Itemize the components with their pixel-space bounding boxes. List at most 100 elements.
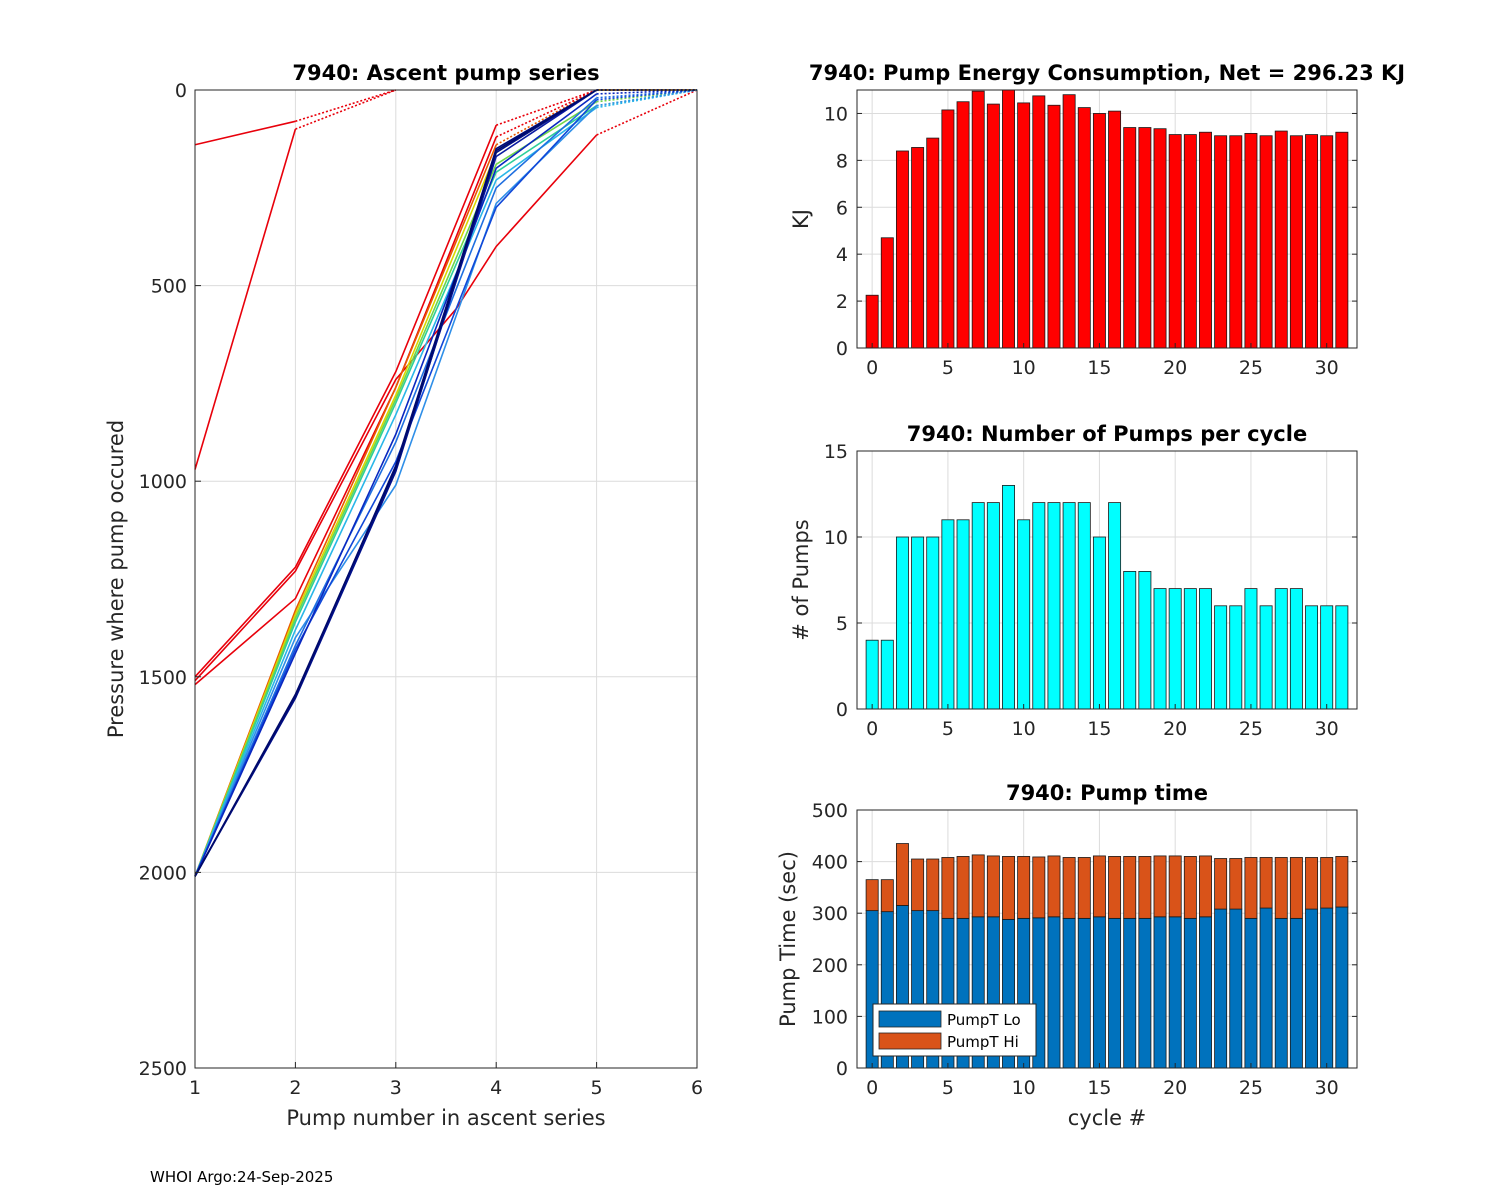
ascent-xtick-label: 6 (691, 1077, 703, 1099)
pumps-xtick-label: 0 (866, 718, 878, 740)
pumptime-ytick-label: 100 (812, 1006, 848, 1028)
ascent-series (194, 89, 697, 678)
ascent-ylabel: Pressure where pump occured (104, 420, 128, 738)
pumps-ytick-label: 0 (836, 699, 848, 721)
pumps-bar (1259, 605, 1273, 710)
pumps-bar (1199, 588, 1212, 710)
pumptime-bar-hi (1168, 855, 1182, 918)
ascent-ytick-label: 500 (151, 276, 187, 298)
ascent-series-line (194, 89, 598, 877)
pumptime-bar-hi (1092, 855, 1106, 918)
pumptime-bar-hi (941, 857, 955, 919)
ascent-series (194, 89, 698, 877)
pumps-bar (1153, 588, 1167, 710)
pumptime-bar-lo (1214, 908, 1228, 1069)
legend-label-hi: PumpT Hi (947, 1033, 1019, 1051)
ascent-series-dotted-line (596, 89, 698, 109)
ascent-axes-box (194, 89, 698, 1069)
pumptime-bar-hi (1062, 857, 1076, 919)
energy-xtick-label: 5 (942, 357, 954, 379)
ascent-series-line (194, 124, 497, 678)
pumps-bar (941, 519, 955, 710)
pumps-bar (1289, 588, 1303, 710)
pumptime-bar-hi (1274, 857, 1288, 919)
ascent-xtick-label: 1 (189, 1077, 201, 1099)
energy-bar (1214, 135, 1228, 349)
pumptime-bar-hi (1229, 858, 1243, 910)
pumptime-ytick-label: 200 (812, 955, 848, 977)
pumptime-bar-hi (956, 856, 970, 919)
pumptime-bar-hi (1244, 857, 1258, 919)
ascent-series-line (194, 97, 598, 877)
pumptime-ytick-label: 0 (836, 1058, 848, 1080)
ascent-ytick-label: 1500 (139, 667, 187, 689)
ascent-series-dotted-line (596, 89, 698, 95)
pumptime-bar-hi (1077, 857, 1091, 919)
pumps-bar (1108, 502, 1122, 710)
pumps-bar (1138, 571, 1152, 710)
ascent-series (194, 89, 697, 877)
pumps-xtick-label: 10 (1012, 718, 1036, 740)
energy-bar (1138, 127, 1152, 349)
pumptime-xtick-label: 5 (942, 1077, 954, 1099)
ascent-ytick-label: 0 (175, 80, 187, 102)
pumptime-bar-lo (1199, 916, 1212, 1069)
energy-bar (1335, 131, 1349, 349)
pumptime-xtick-label: 0 (866, 1077, 878, 1099)
ascent-series-line (194, 93, 598, 877)
pumps-bar (865, 639, 879, 710)
pumptime-bar-lo (1335, 906, 1349, 1069)
ascent-series (194, 89, 698, 877)
pumps-bar (1123, 571, 1137, 710)
energy-xtick-label: 20 (1163, 357, 1187, 379)
pumptime-xtick-label: 25 (1239, 1077, 1263, 1099)
energy-xtick-label: 10 (1012, 357, 1036, 379)
pumps-bar (1244, 588, 1258, 710)
pumptime-bar-hi (1199, 855, 1212, 918)
energy-bar (911, 147, 925, 349)
ascent-series (194, 89, 698, 877)
pumps-bar (1077, 502, 1091, 710)
pumps-bar (1274, 588, 1288, 710)
pumptime-ytick-label: 300 (812, 903, 848, 925)
pumps-ytick-label: 10 (824, 527, 848, 549)
pumptime-bar-lo (1138, 917, 1152, 1069)
pumps-ylabel: # of Pumps (789, 519, 813, 641)
ascent-series (194, 89, 697, 877)
pumps-bar (1305, 605, 1319, 710)
pumps-bar (911, 536, 925, 710)
pumps-bar (971, 502, 985, 710)
pumps-axes: 0 5 10 15 20 25 30 0 5 10 15 7940: Number of Pumps… (789, 422, 1358, 740)
pumptime-bar-lo (1183, 917, 1197, 1069)
pumptime-bar-lo (1244, 917, 1258, 1069)
energy-bar (1123, 127, 1137, 349)
ascent-series-line (194, 104, 598, 877)
pumptime-bar-hi (1335, 856, 1349, 908)
ascent-series-dotted-line (596, 89, 698, 136)
energy-bar (1244, 132, 1258, 349)
pumptime-bar-hi (1032, 856, 1046, 919)
footer-text: WHOI Argo:24-Sep-2025 (150, 1168, 333, 1186)
ascent-series (194, 89, 698, 877)
ascent-xtick-label: 5 (591, 1077, 603, 1099)
pumps-bar (1168, 588, 1182, 710)
pumps-bar (1320, 605, 1334, 710)
pumptime-bar-hi (1305, 857, 1319, 910)
ascent-series-dotted-line (596, 89, 698, 101)
ascent-ytick-label: 2000 (139, 862, 187, 884)
pumps-bar (1335, 605, 1349, 710)
pumps-xtick-label: 30 (1315, 718, 1339, 740)
energy-xtick-label: 25 (1239, 357, 1263, 379)
pumptime-bar-hi (1017, 856, 1031, 919)
pumptime-ytick-label: 400 (812, 852, 848, 874)
pumps-ytick-label: 15 (824, 441, 848, 463)
energy-axes: 0 5 10 15 20 25 30 0 2 4 6 8 10 7940: Pump Energy Co… (789, 61, 1405, 379)
pumptime-bar-lo (1062, 917, 1076, 1069)
pumptime-bar-lo (1108, 917, 1122, 1069)
ascent-series-line (194, 106, 598, 877)
energy-bar (1062, 94, 1076, 349)
pumptime-bar-lo (1305, 908, 1319, 1069)
energy-bar (1229, 135, 1243, 349)
ascent-xtick-label: 2 (289, 1077, 301, 1099)
